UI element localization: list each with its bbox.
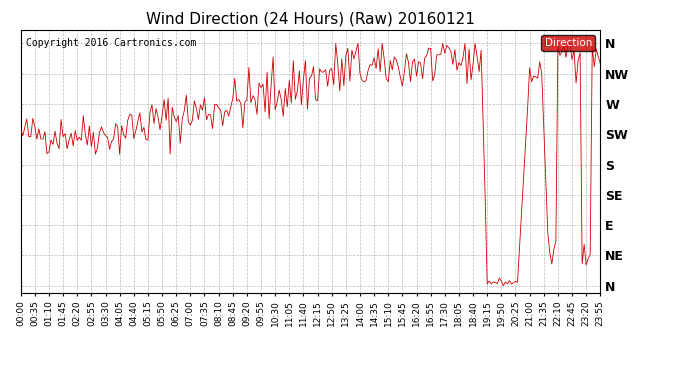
- Legend: Direction: Direction: [542, 35, 595, 51]
- Text: Wind Direction (24 Hours) (Raw) 20160121: Wind Direction (24 Hours) (Raw) 20160121: [146, 11, 475, 26]
- Text: Copyright 2016 Cartronics.com: Copyright 2016 Cartronics.com: [26, 38, 197, 48]
